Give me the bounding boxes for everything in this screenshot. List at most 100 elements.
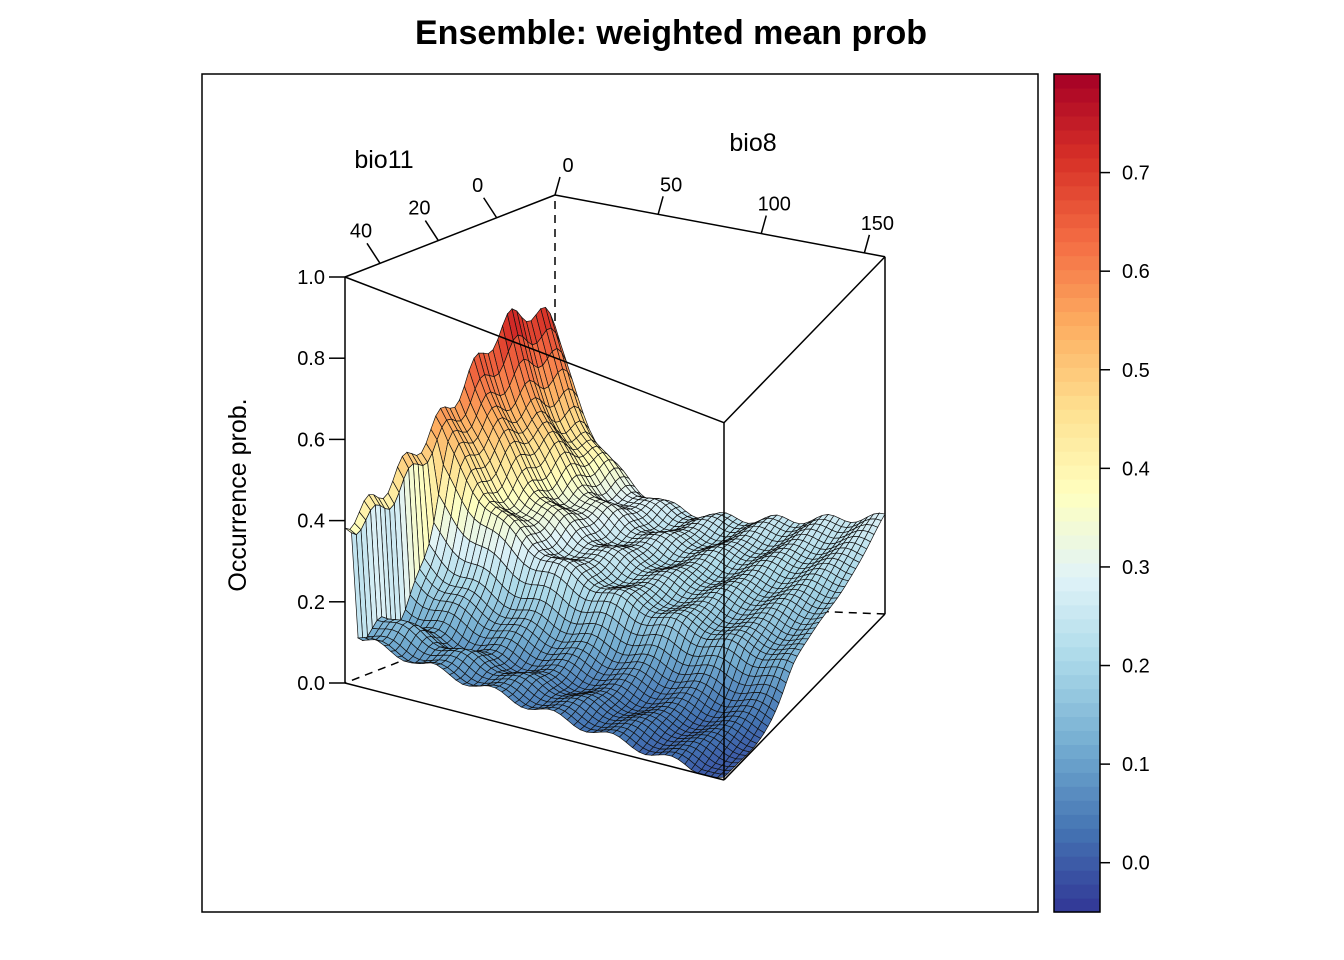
colorbar-band xyxy=(1054,255,1100,271)
bio8-tick-label: 50 xyxy=(660,174,682,196)
colorbar-tick-label: 0.3 xyxy=(1122,557,1150,579)
colorbar-band xyxy=(1054,297,1100,313)
colorbar-band xyxy=(1054,590,1100,606)
colorbar-band xyxy=(1054,367,1100,382)
bio11-tick-label: 0 xyxy=(472,175,483,197)
colorbar-band xyxy=(1054,213,1100,229)
box-edge-top-bio11 xyxy=(344,194,556,278)
colorbar-band xyxy=(1054,74,1100,89)
colorbar-band xyxy=(1054,674,1100,690)
colorbar-band xyxy=(1054,520,1100,536)
box-edge-front-bottom-bio11 xyxy=(723,613,886,781)
colorbar-band xyxy=(1054,437,1100,452)
colorbar-band xyxy=(1054,311,1100,326)
bio8-tick-label: 0 xyxy=(562,155,573,177)
colorbar-band xyxy=(1054,618,1100,634)
colorbar: 0.0 0.1 0.2 0.3 0.4 0.5 0.6 0.7 xyxy=(1053,73,1150,913)
box-edge-front-top-bio11 xyxy=(723,256,886,424)
colorbar-band xyxy=(1054,562,1100,578)
colorbar-band xyxy=(1054,199,1100,215)
colorbar-band xyxy=(1054,493,1100,508)
box-front-edges xyxy=(344,256,886,781)
colorbar-band xyxy=(1054,758,1100,773)
z-tick-label: 0.4 xyxy=(297,511,325,533)
colorbar-band xyxy=(1054,814,1100,829)
surface-mesh xyxy=(344,306,886,778)
colorbar-band xyxy=(1054,534,1100,550)
colorbar-band xyxy=(1054,129,1100,145)
colorbar-band xyxy=(1054,800,1100,815)
colorbar-band xyxy=(1054,423,1100,438)
colorbar-frame xyxy=(1053,73,1101,913)
colorbar-band xyxy=(1054,479,1100,494)
bio8-axis-label: bio8 xyxy=(729,129,776,157)
colorbar-band xyxy=(1054,646,1100,662)
colorbar-band xyxy=(1054,101,1100,117)
colorbar-band xyxy=(1054,884,1100,899)
colorbar-band xyxy=(1054,828,1100,843)
colorbar-band xyxy=(1054,451,1100,466)
colorbar-band xyxy=(1054,604,1100,620)
z-tick-label: 0.8 xyxy=(297,348,325,370)
box-edge-front-bottom xyxy=(344,682,725,781)
colorbar-band xyxy=(1054,660,1100,676)
bio11-tick xyxy=(424,220,439,241)
bio11-tick xyxy=(483,197,498,219)
colorbar-band xyxy=(1054,730,1100,745)
colorbar-band xyxy=(1054,381,1100,396)
box-edge-front-top xyxy=(344,276,725,424)
colorbar-band xyxy=(1054,87,1100,103)
colorbar-band xyxy=(1054,548,1100,564)
box-edge-top-bio8 xyxy=(554,194,886,258)
colorbar-band xyxy=(1054,465,1100,480)
colorbar-band xyxy=(1054,171,1100,187)
colorbar-band xyxy=(1054,269,1100,285)
colorbar-band xyxy=(1054,632,1100,648)
bio8-tick-label: 100 xyxy=(758,194,791,216)
colorbar-band xyxy=(1054,185,1100,201)
colorbar-band xyxy=(1054,115,1100,131)
colorbar-tick-label: 0.7 xyxy=(1122,163,1150,185)
bio8-tick xyxy=(760,215,767,234)
z-tick-label: 0.0 xyxy=(297,673,325,695)
bio11-tick-label: 40 xyxy=(350,220,372,242)
bio8-tick xyxy=(554,176,561,196)
colorbar-band xyxy=(1054,716,1100,732)
plot-frame xyxy=(201,73,1039,913)
colorbar-band xyxy=(1054,353,1100,368)
bio11-tick-label: 20 xyxy=(408,198,430,220)
bio11-axis-label: bio11 xyxy=(354,146,413,174)
z-tick-label: 0.2 xyxy=(297,592,325,614)
colorbar-band xyxy=(1054,842,1100,857)
z-axis-label: Occurrence prob. xyxy=(224,398,252,591)
colorbar-band xyxy=(1054,576,1100,592)
colorbar-band xyxy=(1054,688,1100,704)
colorbar-band xyxy=(1054,227,1100,243)
colorbar-band xyxy=(1054,241,1100,257)
colorbar-tick-label: 0.1 xyxy=(1122,754,1150,776)
colorbar-tick-label: 0.5 xyxy=(1122,360,1150,382)
colorbar-band xyxy=(1054,744,1100,759)
chart-title: Ensemble: weighted mean prob xyxy=(415,14,927,52)
z-tick-label: 1.0 xyxy=(297,267,325,289)
colorbar-tick-label: 0.2 xyxy=(1122,656,1150,678)
colorbar-band xyxy=(1054,157,1100,173)
bio11-tick xyxy=(366,242,381,264)
colorbar-band xyxy=(1054,409,1100,424)
colorbar-band xyxy=(1054,702,1100,718)
colorbar-band xyxy=(1054,325,1100,340)
colorbar-band xyxy=(1054,506,1100,522)
z-tick-label: 0.6 xyxy=(297,429,325,451)
colorbar-band xyxy=(1054,339,1100,354)
colorbar-band xyxy=(1054,856,1100,871)
colorbar-band xyxy=(1054,143,1100,159)
colorbar-tick-label: 0.6 xyxy=(1122,261,1150,283)
colorbar-band xyxy=(1054,786,1100,801)
bio8-tick-label: 150 xyxy=(861,213,894,235)
colorbar-band xyxy=(1054,283,1100,299)
colorbar-band xyxy=(1054,395,1100,410)
colorbar-tick-label: 0.4 xyxy=(1122,458,1150,480)
axes: 0.0 0.2 0.4 0.6 0.8 1.0 Occurrence prob. 0 20 40 b… xyxy=(224,129,894,695)
colorbar-tick-label: 0.0 xyxy=(1122,853,1150,875)
